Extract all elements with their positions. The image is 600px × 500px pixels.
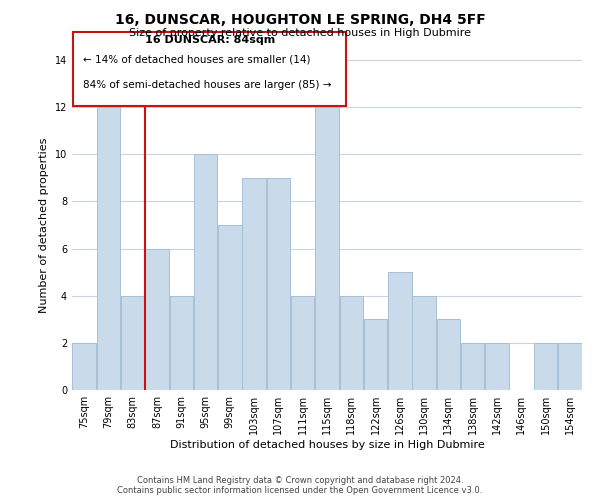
Bar: [242, 178, 266, 390]
Bar: [364, 320, 388, 390]
X-axis label: Distribution of detached houses by size in High Dubmire: Distribution of detached houses by size …: [170, 440, 484, 450]
Text: ← 14% of detached houses are smaller (14): ← 14% of detached houses are smaller (14…: [83, 55, 311, 65]
Bar: [170, 296, 193, 390]
Bar: [437, 320, 460, 390]
Bar: [388, 272, 412, 390]
Bar: [194, 154, 217, 390]
Bar: [340, 296, 363, 390]
Text: 16 DUNSCAR: 84sqm: 16 DUNSCAR: 84sqm: [145, 35, 275, 45]
Bar: [145, 248, 169, 390]
Bar: [534, 343, 557, 390]
Text: 16, DUNSCAR, HOUGHTON LE SPRING, DH4 5FF: 16, DUNSCAR, HOUGHTON LE SPRING, DH4 5FF: [115, 12, 485, 26]
Bar: [315, 107, 339, 390]
Y-axis label: Number of detached properties: Number of detached properties: [39, 138, 49, 312]
Text: 84% of semi-detached houses are larger (85) →: 84% of semi-detached houses are larger (…: [83, 80, 332, 90]
Bar: [73, 343, 96, 390]
FancyBboxPatch shape: [73, 32, 346, 106]
Bar: [266, 178, 290, 390]
Bar: [461, 343, 484, 390]
Bar: [291, 296, 314, 390]
Text: Size of property relative to detached houses in High Dubmire: Size of property relative to detached ho…: [129, 28, 471, 38]
Text: Contains HM Land Registry data © Crown copyright and database right 2024.
Contai: Contains HM Land Registry data © Crown c…: [118, 476, 482, 495]
Bar: [97, 107, 120, 390]
Bar: [485, 343, 509, 390]
Bar: [412, 296, 436, 390]
Bar: [558, 343, 581, 390]
Bar: [218, 225, 242, 390]
Bar: [121, 296, 145, 390]
